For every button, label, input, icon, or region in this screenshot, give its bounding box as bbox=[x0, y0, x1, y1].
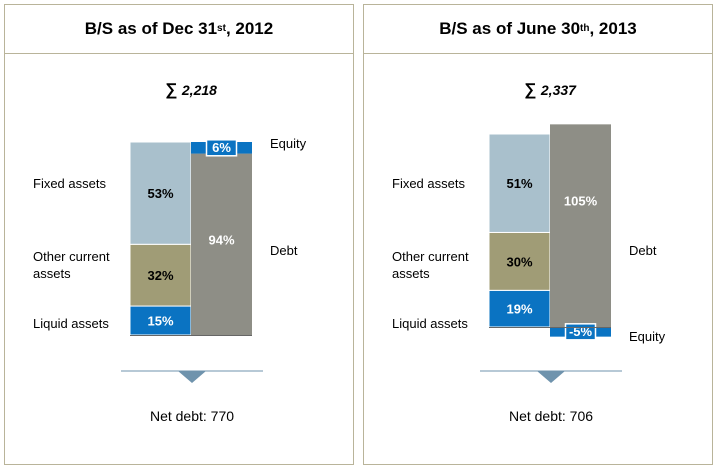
bar-fixed-assets bbox=[129, 141, 192, 245]
total-label: ∑ 2,337 bbox=[524, 80, 577, 99]
label-debt: Debt bbox=[629, 243, 657, 258]
label-liquid-assets: Liquid assets bbox=[33, 316, 109, 331]
bar-debt bbox=[550, 124, 611, 327]
bar-fixed-assets bbox=[488, 133, 551, 233]
bar-debt-label: 94% bbox=[208, 232, 234, 247]
bar-other-current-assets-label: 30% bbox=[506, 254, 532, 269]
net-debt-label: Net debt: 770 bbox=[150, 408, 234, 424]
title-prefix: B/S as of June 30 bbox=[439, 19, 581, 38]
total-value: 2,337 bbox=[540, 82, 577, 98]
bar-fixed-assets-label: 53% bbox=[147, 186, 173, 201]
title-suffix: , 2013 bbox=[589, 19, 637, 38]
bar-debt bbox=[191, 153, 252, 335]
bar-equity-label: 6% bbox=[212, 140, 231, 155]
label-other-current-assets-line1: Other current bbox=[392, 249, 469, 264]
label-fixed-assets: Fixed assets bbox=[392, 176, 465, 191]
label-other-current-assets-line2: assets bbox=[33, 266, 71, 281]
label-liquid-assets: Liquid assets bbox=[392, 316, 468, 331]
label-fixed-assets: Fixed assets bbox=[33, 176, 106, 191]
label-equity: Equity bbox=[629, 329, 666, 344]
bar-other-current-assets bbox=[488, 231, 551, 291]
total-label: ∑ 2,218 bbox=[165, 80, 217, 99]
bar-liquid-assets-label: 15% bbox=[147, 314, 173, 329]
sigma-icon: ∑ bbox=[165, 80, 182, 99]
bar-fixed-assets-label: 51% bbox=[506, 176, 532, 191]
bar-other-current-assets bbox=[129, 243, 192, 307]
title-prefix: B/S as of Dec 31 bbox=[84, 19, 218, 38]
bar-liquid-assets-label: 19% bbox=[506, 302, 532, 317]
sigma-icon: ∑ bbox=[524, 80, 541, 99]
label-equity: Equity bbox=[270, 136, 307, 151]
equity-badge bbox=[205, 139, 238, 157]
bar-equity-label: -5% bbox=[569, 324, 593, 339]
title-sup: th bbox=[580, 22, 590, 34]
chevron-down-icon bbox=[178, 371, 206, 383]
label-other-current-assets-line1: Other current bbox=[33, 249, 110, 264]
title-suffix: , 2012 bbox=[225, 19, 274, 38]
total-value: 2,218 bbox=[181, 82, 217, 98]
bar-debt-label: 105% bbox=[564, 194, 598, 209]
net-debt-label: Net debt: 706 bbox=[509, 408, 593, 424]
bar-liquid-assets bbox=[129, 305, 192, 336]
label-debt: Debt bbox=[270, 243, 298, 258]
balance-sheet-chart: ∑ 2,337 19% 30% 51% 105% -5% Fixed assets Other… bbox=[392, 80, 666, 424]
label-other-current-assets-line2: assets bbox=[392, 266, 430, 281]
balance-sheet-chart: ∑ 2,218 15% 32% 53% 94% 6% Fixed assets Other c… bbox=[33, 80, 307, 424]
title-sup: st bbox=[217, 22, 226, 34]
chevron-down-icon bbox=[537, 371, 565, 383]
bar-other-current-assets-label: 32% bbox=[147, 268, 173, 283]
